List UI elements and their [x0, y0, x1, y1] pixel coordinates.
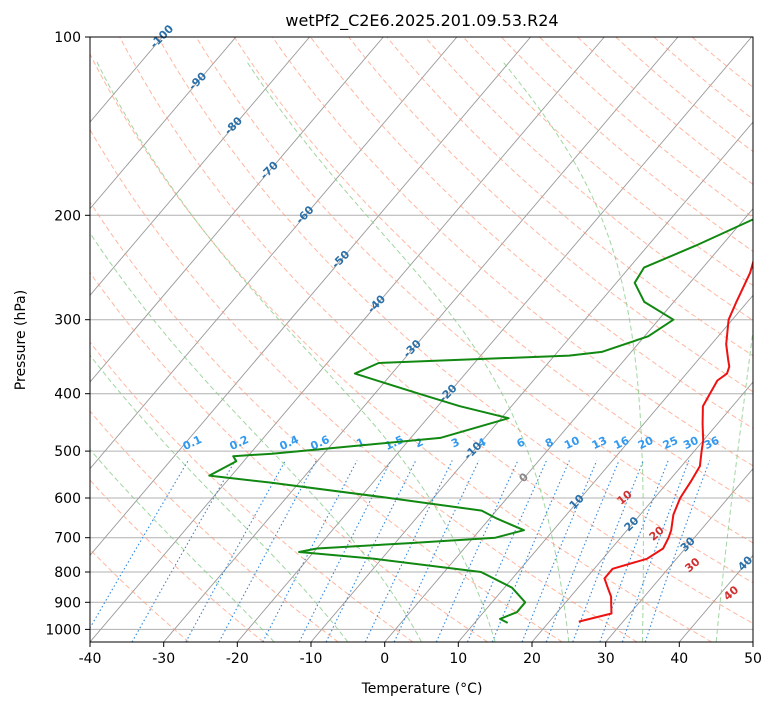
y-tick-label: 900	[54, 595, 81, 611]
x-tick-label: 40	[670, 651, 688, 667]
dry-adiabat-line	[90, 201, 563, 642]
plot-background	[90, 37, 753, 642]
isotherm-line	[236, 37, 752, 642]
mixing-ratio-line	[491, 460, 570, 642]
isotherm-line	[90, 37, 384, 383]
isotherm-line	[90, 37, 237, 210]
y-tick-label: 100	[54, 30, 81, 46]
x-tick-label: -40	[79, 651, 102, 667]
mixing-ratio-line	[131, 460, 236, 642]
axes: -40 -30 -20 -10 0 10 20 30 40 50 100 200 300 400 500 60…	[45, 30, 762, 667]
dry-adiabat-line	[119, 37, 753, 625]
dry-adiabat-line	[500, 37, 753, 252]
mixing-ratio-line	[521, 460, 598, 642]
mixing-ratio-line	[393, 460, 480, 642]
dewpoint-trace	[208, 218, 753, 624]
isotherm-line	[90, 37, 458, 470]
dry-adiabat-line	[386, 37, 753, 357]
y-tick-label: 700	[54, 531, 81, 547]
x-tick-label: -20	[226, 651, 249, 667]
dry-adiabat-line	[424, 37, 753, 321]
mixing-ratio-label: 30	[681, 434, 701, 452]
dry-adiabat-line	[539, 37, 753, 219]
plot-frame	[89, 36, 754, 643]
mixing-ratio-line	[572, 460, 644, 642]
x-tick-label: 10	[449, 651, 467, 667]
isotherm-line	[457, 294, 753, 642]
y-axis-label: Pressure (hPa)	[13, 290, 29, 390]
dry-adiabat-line	[577, 37, 753, 185]
mixing-ratio-line	[90, 460, 189, 629]
moist-adiabat-line	[90, 232, 422, 642]
y-tick-label: 800	[54, 565, 81, 581]
mixing-ratio-line	[298, 460, 392, 642]
mixing-ratio-label: 10	[562, 434, 582, 452]
mixing-ratio-label: 13	[590, 434, 609, 452]
isotherm-line	[163, 37, 679, 642]
mixing-ratio-label: 25	[661, 434, 680, 452]
mixing-ratio-line	[545, 460, 620, 642]
moist-adiabat-line	[246, 61, 570, 642]
mixing-ratio-line	[621, 460, 690, 642]
x-tick-label: 30	[597, 651, 615, 667]
x-tick-label: 50	[744, 651, 762, 667]
temperature-trace	[578, 259, 753, 623]
mixing-ratio-line	[185, 460, 286, 642]
y-tick-label: 200	[54, 208, 81, 224]
x-tick-label: -30	[152, 651, 175, 667]
dry-adiabat-line	[90, 52, 712, 642]
isotherm-line	[752, 641, 753, 642]
dry-adiabat-line	[157, 37, 753, 584]
mixing-ratio-label: 36	[702, 434, 722, 452]
mixing-ratio-line	[435, 460, 519, 642]
dry-adiabat-line	[195, 37, 753, 544]
dry-adiabat-line	[90, 479, 264, 642]
moist-adiabat-line	[90, 448, 275, 642]
mixing-ratio-line	[644, 460, 711, 642]
y-tick-label: 1000	[45, 622, 81, 638]
chart-title: wetPf2_C2E6.2025.201.09.53.R24	[285, 11, 558, 31]
moist-adiabat-line	[715, 326, 753, 642]
moist-adiabat-line	[502, 61, 644, 642]
dry-adiabat-line	[310, 37, 753, 430]
sounding-traces	[208, 218, 753, 624]
dry-adiabat-line	[90, 128, 638, 642]
mixing-ratio-label: 20	[636, 434, 656, 452]
dry-adiabat-line	[90, 341, 414, 642]
isotherm-line	[90, 37, 531, 556]
isotherm-line	[90, 37, 310, 297]
mixing-ratio-label: 16	[612, 434, 632, 452]
moist-adiabat-line	[96, 61, 496, 642]
isotherm-line	[531, 381, 753, 642]
dry-adiabat-line	[271, 37, 753, 467]
mixing-ratio-line	[364, 460, 453, 642]
x-tick-label: 0	[380, 651, 389, 667]
x-axis-label: Temperature (°C)	[361, 681, 483, 697]
x-tick-label: 20	[523, 651, 541, 667]
y-tick-label: 400	[54, 387, 81, 403]
isotherm-line	[605, 467, 753, 642]
mixing-ratio-line	[466, 460, 548, 642]
y-tick-label: 500	[54, 444, 81, 460]
dry-adiabat-line	[462, 37, 753, 287]
dry-adiabat-line	[615, 37, 753, 153]
y-tick-label: 600	[54, 491, 81, 507]
y-tick-label: 300	[54, 313, 81, 329]
mixing-ratio-line	[325, 460, 417, 642]
x-tick-label: -10	[300, 651, 323, 667]
